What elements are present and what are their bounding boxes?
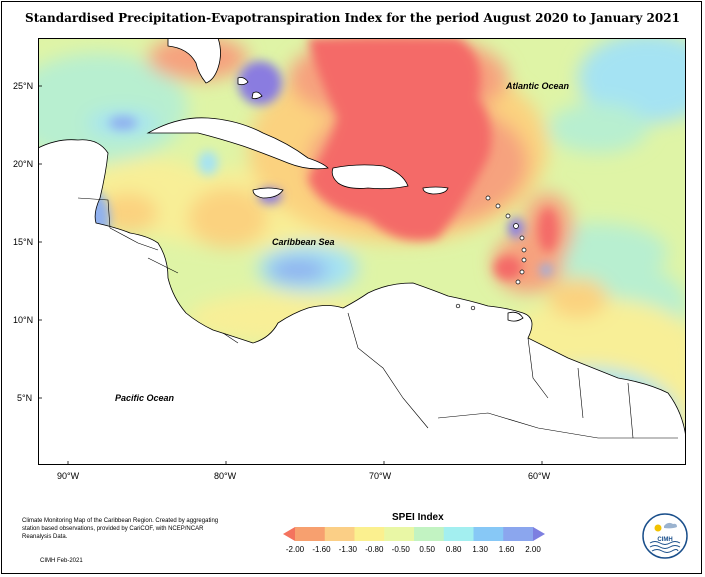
lat-label-10n: 10°N	[13, 315, 34, 325]
legend-colorbar	[283, 527, 545, 541]
legend-swatch-3	[354, 527, 385, 541]
border-venezuela-guyana	[527, 337, 549, 399]
legend-swatch-4	[384, 527, 415, 541]
legend-swatch-8	[503, 527, 534, 541]
island-11	[470, 305, 476, 311]
wet-zone-small-central	[198, 151, 218, 175]
legend-tick-label: 0.80	[445, 545, 462, 554]
legend-swatch-1	[295, 527, 326, 541]
border-nicaragua	[147, 257, 179, 274]
island-4	[513, 223, 519, 229]
legend-tick-label: -1.30	[338, 545, 357, 554]
lon-label-80w: 80°W	[214, 471, 237, 481]
cimh-logo-icon	[642, 513, 688, 559]
map-title: Standardised Precipitation-Evapotranspir…	[25, 11, 680, 25]
lon-label-60w: 60°W	[528, 471, 551, 481]
island-1	[485, 195, 491, 201]
island-7	[521, 257, 527, 263]
lat-label-5n: 5°N	[17, 393, 33, 403]
legend-tick-label: -0.50	[391, 545, 410, 554]
legend-swatch-7	[473, 527, 504, 541]
island-2	[495, 203, 501, 209]
label-atlantic-ocean: Atlantic Ocean	[506, 81, 570, 91]
lat-label-15n: 15°N	[13, 237, 34, 247]
legend-tick-label: -2.00	[285, 545, 305, 554]
lon-label-90w: 90°W	[57, 471, 80, 481]
border-suriname-guiana	[627, 382, 634, 439]
logo-text: CIMH	[657, 537, 673, 543]
border-colombia-venezuela	[347, 312, 429, 429]
legend-tick-label: 2.00	[525, 545, 541, 554]
dry-zone-central-sea	[188, 188, 268, 248]
border-brazil	[437, 412, 678, 439]
island-10	[455, 303, 461, 309]
legend-title: SPEI Index	[392, 512, 444, 523]
label-caribbean-sea: Caribbean Sea	[272, 237, 335, 247]
legend-tick-label: 0.50	[419, 545, 436, 554]
legend-swatch-5	[414, 527, 445, 541]
lat-label-20n: 20°N	[13, 159, 34, 169]
island-6	[521, 247, 527, 253]
extreme-wet-antilles-south	[540, 264, 552, 276]
land-masses	[38, 38, 686, 465]
lon-label-70w: 70°W	[369, 471, 392, 481]
extreme-wet-gulf	[109, 116, 137, 130]
land-trinidad	[507, 311, 524, 322]
land-florida	[167, 38, 221, 84]
map-border	[38, 38, 686, 465]
island-8	[519, 269, 525, 275]
legend-tick-label: 1.60	[498, 545, 515, 554]
lat-label-25n: 25°N	[13, 81, 34, 91]
border-guatemala	[77, 197, 111, 229]
wet-zone-gulf	[38, 53, 188, 163]
legend-swatch-left-arrow	[283, 527, 295, 541]
legend-tick-label: -1.60	[312, 545, 331, 554]
extreme-wet-bahamas	[238, 61, 282, 105]
dry-zone-venezuela-sea	[548, 278, 608, 318]
land-hispaniola	[331, 164, 409, 190]
credit-date: CIMH Feb-2021	[40, 558, 83, 564]
land-mexico-central-america	[38, 139, 686, 465]
legend-swatch-6	[443, 527, 474, 541]
very-dry-core-east	[538, 208, 558, 252]
lesser-antilles	[455, 195, 527, 311]
island-5	[519, 235, 525, 241]
land-jamaica	[252, 187, 284, 199]
label-pacific-ocean: Pacific Ocean	[115, 393, 175, 403]
border-panama	[222, 332, 239, 344]
legend-tick-label: -0.80	[365, 545, 384, 554]
credit-text: Climate Monitoring Map of the Caribbean …	[22, 518, 219, 540]
land-cuba	[146, 117, 329, 170]
spei-map	[38, 38, 686, 465]
legend-tick-label: 1.30	[472, 545, 488, 554]
wet-zone-panama-inner	[268, 258, 328, 282]
country-borders	[77, 197, 678, 439]
land-puerto-rico	[422, 186, 449, 195]
land-bahamas	[237, 77, 263, 100]
border-honduras	[109, 227, 159, 251]
border-guyana-suriname	[577, 367, 584, 419]
dry-zone-honduras	[98, 193, 158, 233]
legend-swatch-right-arrow	[533, 527, 545, 541]
wet-zone-northeast	[578, 38, 686, 123]
island-3	[505, 213, 511, 219]
island-9	[515, 279, 521, 285]
very-dry-core-southeast	[494, 256, 522, 280]
legend-swatch-2	[324, 527, 355, 541]
wet-zone-atlantic-mid	[548, 103, 648, 153]
